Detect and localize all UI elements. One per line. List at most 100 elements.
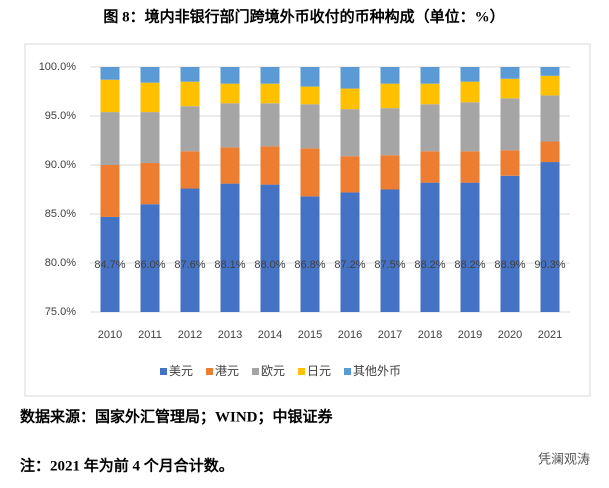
legend-swatch (252, 368, 259, 375)
bar-segment (460, 81, 480, 103)
legend-swatch (298, 368, 305, 375)
data-label: 88.9% (494, 259, 525, 271)
bar-segment (380, 189, 400, 312)
x-tick-label: 2017 (378, 329, 402, 341)
bar-segment (420, 67, 440, 84)
bar-segment (540, 75, 560, 96)
bar-segment (180, 106, 200, 152)
bar-segment (220, 67, 240, 84)
bar-segment (500, 67, 520, 79)
bar-segment (540, 95, 560, 142)
bar-segment (340, 88, 360, 110)
bar-segment (460, 67, 480, 82)
bar-segment (500, 175, 520, 312)
bar-segment (300, 86, 320, 105)
bar-segment (300, 148, 320, 197)
bar-segment (140, 163, 160, 205)
note: 注：2021 年为前 4 个月合计数。 (20, 456, 234, 474)
bar-segment (340, 156, 360, 193)
bar-segment (140, 67, 160, 83)
x-tick-label: 2018 (418, 329, 442, 341)
bar-segment (300, 196, 320, 312)
x-tick-label: 2015 (298, 329, 322, 341)
bar-segment (220, 83, 240, 104)
bar-segment (340, 67, 360, 89)
bar-segment (220, 183, 240, 312)
bar-segment (260, 184, 280, 312)
data-label: 86.0% (134, 259, 165, 271)
x-tick-label: 2020 (498, 329, 522, 341)
source: 数据来源：国家外汇管理局；WIND；中银证券 (20, 407, 334, 425)
y-tick-label: 95.0% (45, 110, 76, 122)
watermark: 凭澜观涛 (538, 451, 590, 466)
data-label: 87.2% (334, 259, 365, 271)
bar-segment (100, 67, 120, 80)
legend-label: 港元 (215, 364, 239, 378)
legend-label: 美元 (169, 364, 193, 378)
legend-label: 其他外币 (353, 364, 401, 378)
y-tick-label: 90.0% (45, 159, 76, 171)
bar-segment (460, 182, 480, 312)
bar-segment (260, 67, 280, 84)
bar-segment (380, 83, 400, 109)
bar-segment (540, 141, 560, 163)
y-tick-label: 75.0% (45, 306, 76, 318)
bar-segment (380, 108, 400, 156)
data-label: 87.5% (374, 259, 405, 271)
bar-segment (180, 81, 200, 107)
x-tick-label: 2016 (338, 329, 362, 341)
bar-segment (420, 151, 440, 183)
x-tick-label: 2012 (178, 329, 202, 341)
bar-segment (100, 216, 120, 312)
bar-segment (260, 146, 280, 185)
data-label: 88.1% (214, 259, 245, 271)
bar-segment (180, 151, 200, 189)
bar-segment (140, 112, 160, 164)
bar-segment (540, 67, 560, 76)
bar-segment (300, 67, 320, 87)
legend-label: 欧元 (261, 364, 285, 378)
x-tick-label: 2019 (458, 329, 482, 341)
data-label: 90.3% (534, 259, 565, 271)
bar-segment (100, 79, 120, 113)
bar-segment (460, 102, 480, 152)
chart-frame (24, 43, 591, 397)
data-label: 84.7% (94, 259, 125, 271)
legend-swatch (160, 368, 167, 375)
bar-segment (340, 109, 360, 157)
bar-segment (100, 165, 120, 217)
bar-segment (540, 162, 560, 312)
bar-segment (140, 82, 160, 113)
x-tick-label: 2011 (138, 329, 162, 341)
chart-title: 图 8：境内非银行部门跨境外币收付的币种构成（单位：%） (103, 7, 504, 25)
y-tick-label: 85.0% (45, 208, 76, 220)
bar-segment (500, 98, 520, 151)
legend-swatch (206, 368, 213, 375)
bar-segment (420, 104, 440, 152)
data-label: 88.2% (414, 259, 445, 271)
bar-segment (100, 112, 120, 165)
x-tick-label: 2010 (98, 329, 122, 341)
y-tick-label: 100.0% (39, 61, 77, 73)
bar-segment (260, 83, 280, 104)
legend-label: 日元 (307, 364, 331, 378)
bar-segment (300, 104, 320, 149)
bar-segment (460, 151, 480, 183)
bar-segment (140, 204, 160, 312)
bar-segment (180, 188, 200, 312)
bar-segment (340, 192, 360, 312)
data-label: 87.6% (174, 259, 205, 271)
bar-segment (500, 150, 520, 176)
x-tick-label: 2013 (218, 329, 242, 341)
x-tick-label: 2021 (538, 329, 562, 341)
y-tick-label: 80.0% (45, 257, 76, 269)
bar-segment (180, 67, 200, 82)
data-label: 88.2% (454, 259, 485, 271)
bar-segment (220, 103, 240, 148)
bar-segment (420, 83, 440, 105)
bar-segment (380, 155, 400, 190)
data-label: 86.8% (294, 259, 325, 271)
x-tick-label: 2014 (258, 329, 282, 341)
data-label: 88.0% (254, 259, 285, 271)
